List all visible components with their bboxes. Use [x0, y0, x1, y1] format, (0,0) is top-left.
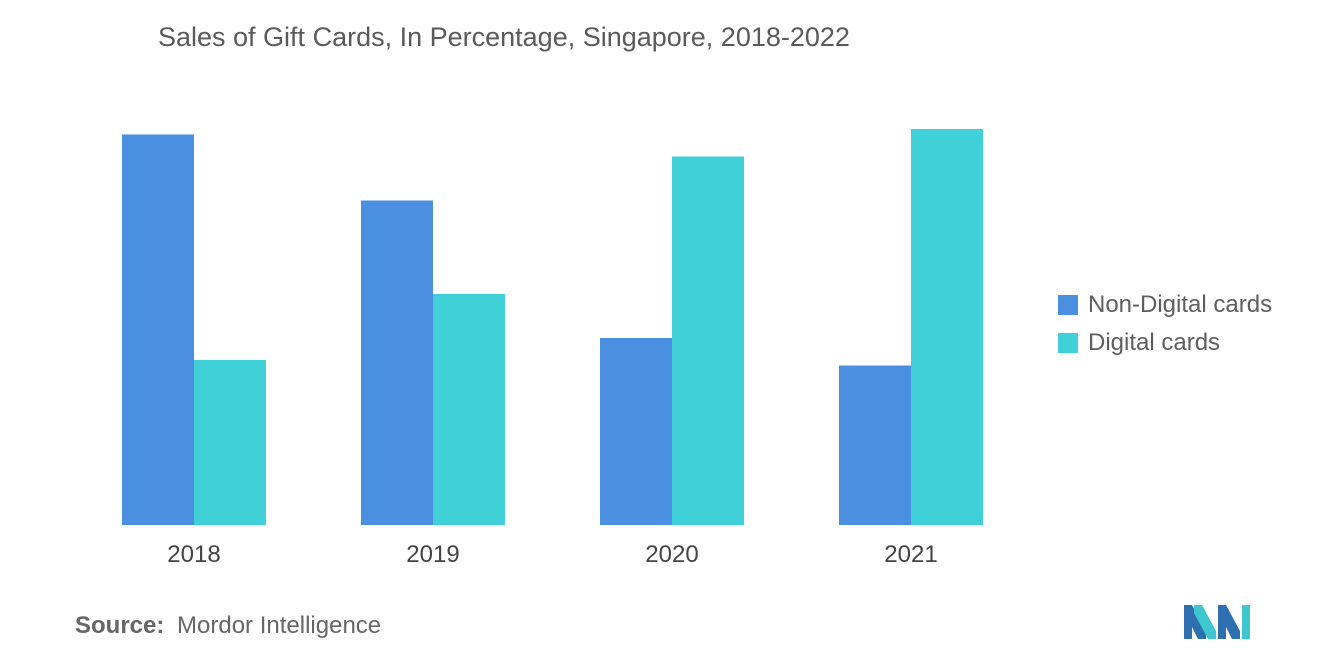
legend-swatch-digital — [1058, 333, 1078, 353]
bar-digital-2020 — [672, 156, 744, 525]
bar-non-digital-2021 — [839, 365, 911, 525]
x-tick-label: 2021 — [884, 541, 937, 568]
source-label: Source: — [75, 612, 165, 639]
bar-digital-2018 — [194, 360, 266, 525]
bar-digital-2019 — [433, 294, 505, 525]
chart-title: Sales of Gift Cards, In Percentage, Sing… — [158, 22, 850, 52]
bar-non-digital-2020 — [600, 338, 672, 525]
legend-label-digital: Digital cards — [1088, 329, 1221, 356]
x-tick-label: 2018 — [167, 541, 220, 568]
legend-item-digital: Digital cards — [1058, 324, 1272, 362]
x-tick-label: 2019 — [406, 541, 459, 568]
x-tick-label: 2020 — [645, 541, 698, 568]
bar-non-digital-2019 — [361, 200, 433, 525]
source-note: Source: Mordor Intelligence — [75, 612, 381, 640]
legend-item-non-digital: Non-Digital cards — [1058, 286, 1272, 324]
bar-digital-2021 — [911, 129, 983, 525]
legend: Non-Digital cards Digital cards — [1058, 286, 1272, 362]
mordor-intelligence-logo-icon — [1184, 605, 1250, 639]
source-value: Mordor Intelligence — [177, 612, 382, 639]
legend-swatch-non-digital — [1058, 295, 1078, 315]
bar-non-digital-2018 — [122, 134, 194, 525]
legend-label-non-digital: Non-Digital cards — [1088, 291, 1273, 318]
